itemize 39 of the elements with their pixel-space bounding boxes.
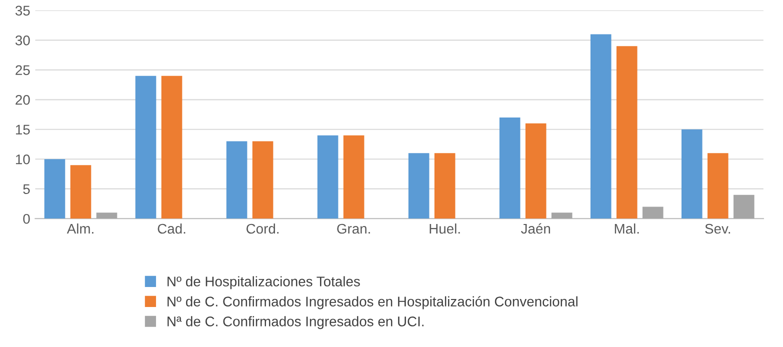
x-tick-label: Alm. xyxy=(66,223,94,234)
bar xyxy=(708,153,728,219)
x-tick-label: Cord. xyxy=(246,223,279,234)
y-tick-label: 10 xyxy=(16,154,30,164)
bar xyxy=(434,153,456,219)
bar xyxy=(682,129,702,219)
bar xyxy=(135,76,156,219)
y-tick-label: 30 xyxy=(15,35,30,46)
bar xyxy=(642,206,664,219)
bar xyxy=(96,212,118,219)
x-tick-label: Jaén xyxy=(521,223,550,234)
y-tick-label: 5 xyxy=(23,184,30,194)
bar xyxy=(551,212,572,219)
legend-label: Nº de Hospitalizaciones Totales xyxy=(168,276,360,290)
bar xyxy=(161,76,182,219)
bar xyxy=(616,46,638,219)
x-tick-label: Mal. xyxy=(614,223,639,234)
y-tick-label: 25 xyxy=(16,65,30,76)
bar xyxy=(70,165,92,219)
x-tick-label: Cad. xyxy=(158,223,186,234)
bar xyxy=(317,135,338,219)
bar xyxy=(252,141,274,219)
y-tick-label: 20 xyxy=(16,94,30,105)
bar xyxy=(525,123,546,219)
x-tick-label: Huel. xyxy=(430,223,460,234)
x-tick-label: Sev. xyxy=(705,224,730,234)
y-tick-label: 15 xyxy=(16,124,30,135)
y-tick-label: 35 xyxy=(15,6,30,16)
y-tick-label: 0 xyxy=(23,214,30,224)
bar xyxy=(226,141,248,219)
legend-label: Nº de C. Confirmados Ingresados en Hospitalización Convencional xyxy=(168,296,578,310)
bar xyxy=(734,194,754,219)
bar xyxy=(408,153,430,219)
bar xyxy=(590,34,612,219)
legend-label: Nª de C. Confirmados Ingresados en UCI. xyxy=(168,316,424,330)
x-tick-label: Gran. xyxy=(337,224,370,234)
bar xyxy=(499,117,520,219)
bar xyxy=(44,159,66,219)
bar xyxy=(343,135,364,219)
